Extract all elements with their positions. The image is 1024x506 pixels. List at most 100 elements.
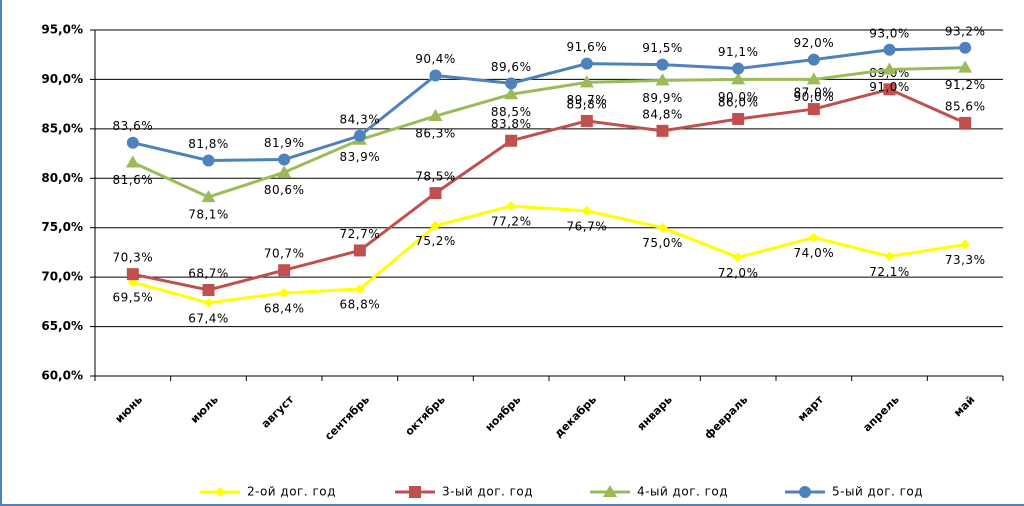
marker: [354, 284, 365, 295]
marker: [581, 205, 592, 216]
data-label: 78,5%: [415, 170, 456, 184]
data-label: 91,0%: [869, 80, 910, 94]
marker: [429, 187, 442, 200]
marker: [353, 129, 366, 142]
marker: [883, 83, 896, 96]
series-line: [132, 87, 966, 292]
data-label: 80,6%: [264, 183, 305, 197]
marker: [202, 283, 215, 296]
marker: [960, 239, 971, 250]
marker: [278, 153, 291, 166]
legend-label: 3-ый дог. год: [442, 485, 533, 499]
y-tick-label: 85,0%: [41, 121, 83, 135]
data-label: 73,3%: [945, 253, 986, 267]
marker: [126, 268, 139, 281]
data-label: 90,0%: [794, 90, 835, 104]
marker: [201, 190, 216, 203]
marker: [277, 165, 292, 178]
data-label: 70,7%: [264, 247, 305, 261]
marker: [657, 222, 668, 233]
marker: [731, 72, 746, 85]
marker: [884, 251, 895, 262]
marker: [799, 486, 811, 498]
data-label: 86,0%: [718, 95, 759, 109]
data-label: 91,5%: [642, 41, 683, 55]
data-label: 91,2%: [945, 78, 986, 92]
y-tick-label: 80,0%: [41, 171, 83, 185]
marker: [125, 155, 140, 168]
y-tick-label: 60,0%: [41, 369, 83, 383]
marker: [505, 134, 518, 147]
data-label: 89,7%: [567, 93, 608, 107]
data-label: 87,0%: [794, 86, 835, 100]
data-label: 68,4%: [264, 301, 305, 315]
marker: [883, 43, 896, 56]
marker: [215, 487, 225, 497]
marker: [579, 75, 594, 88]
data-label: 84,8%: [642, 107, 683, 121]
marker: [733, 252, 744, 263]
data-label: 92,0%: [794, 36, 835, 50]
data-label: 89,9%: [642, 91, 683, 105]
series: 70,3% 68,7% 70,7% 72,7% 78,5% 83,8% 85,8% 84,8%…: [113, 66, 986, 296]
marker: [732, 62, 745, 75]
data-label: 85,6%: [945, 99, 986, 113]
marker: [126, 136, 139, 149]
y-tick-label: 65,0%: [41, 319, 83, 333]
marker: [806, 72, 821, 85]
data-label: 72,1%: [869, 265, 910, 279]
marker: [428, 109, 443, 122]
data-label: 81,8%: [188, 137, 229, 151]
marker: [807, 103, 820, 116]
marker: [959, 116, 972, 129]
marker: [504, 87, 519, 100]
legend-label: 2-ой дог. год: [247, 485, 336, 499]
data-label: 84,3%: [340, 112, 381, 126]
series-line: [132, 66, 966, 199]
marker: [279, 287, 290, 298]
data-label: 85,8%: [567, 97, 608, 111]
series-line: [132, 46, 966, 162]
data-label: 93,0%: [869, 26, 910, 40]
marker: [580, 114, 593, 127]
marker: [959, 41, 972, 54]
data-label: 67,4%: [188, 311, 229, 325]
marker: [655, 73, 670, 86]
data-label: 91,1%: [718, 45, 759, 59]
marker: [958, 60, 973, 73]
y-tick-label: 95,0%: [41, 23, 83, 37]
marker: [807, 53, 820, 66]
data-label: 77,2%: [491, 214, 532, 228]
data-label: 72,0%: [718, 266, 759, 280]
data-label: 83,8%: [491, 117, 532, 131]
data-label: 83,6%: [113, 119, 154, 133]
series: 81,6% 78,1% 80,6% 83,9% 86,3% 88,5% 89,7% 89,9%…: [113, 60, 986, 222]
series: 83,6% 81,8% 81,9% 84,3% 90,4% 89,6% 91,6% 91,5%…: [113, 24, 985, 167]
marker: [808, 232, 819, 243]
data-label: 78,1%: [188, 208, 229, 222]
data-label: 70,3%: [113, 251, 154, 265]
data-label: 68,7%: [188, 266, 229, 280]
marker: [505, 77, 518, 90]
data-label: 69,5%: [113, 291, 154, 305]
marker: [430, 220, 441, 231]
marker: [353, 244, 366, 257]
data-label: 68,8%: [340, 298, 381, 312]
data-label: 90,0%: [718, 90, 759, 104]
data-label: 74,0%: [794, 246, 835, 260]
marker: [580, 57, 593, 70]
y-tick-label: 75,0%: [41, 220, 83, 234]
marker: [882, 62, 897, 75]
data-label: 83,9%: [340, 150, 381, 164]
marker: [506, 200, 517, 211]
legend-label: 5-ый дог. год: [832, 485, 923, 499]
data-label: 75,0%: [642, 236, 683, 250]
series: 69,5% 67,4% 68,4% 68,8% 75,2% 77,2% 76,7% 75,0%…: [113, 200, 986, 325]
y-tick-label: 70,0%: [41, 270, 83, 284]
marker: [656, 124, 669, 137]
marker: [278, 264, 291, 277]
data-label: 75,2%: [415, 234, 456, 248]
data-label: 88,5%: [491, 105, 532, 119]
y-tick-label: 90,0%: [41, 72, 83, 86]
marker: [409, 486, 421, 498]
